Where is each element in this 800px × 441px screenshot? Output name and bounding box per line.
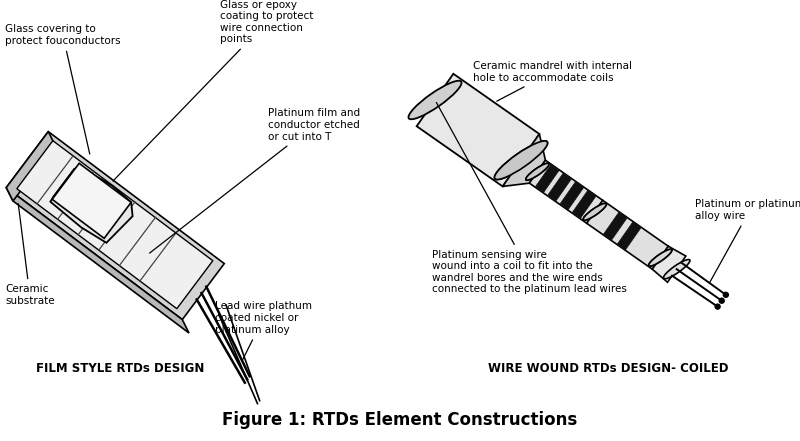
Text: Platinum sensing wire
wound into a coil to fit into the
wandrel bores and the wi: Platinum sensing wire wound into a coil …	[432, 102, 627, 295]
Text: Platinum or platinum
alloy wire: Platinum or platinum alloy wire	[695, 199, 800, 283]
Polygon shape	[54, 169, 75, 198]
Text: Platinum film and
conductor etched
or cut into T: Platinum film and conductor etched or cu…	[150, 108, 360, 253]
Polygon shape	[502, 134, 546, 187]
Text: Glass or epoxy
coating to protect
wire connection
points: Glass or epoxy coating to protect wire c…	[113, 0, 314, 181]
Polygon shape	[417, 74, 539, 187]
Text: Glass covering to
protect fouconductors: Glass covering to protect fouconductors	[5, 24, 121, 154]
Text: WIRE WOUND RTDs DESIGN- COILED: WIRE WOUND RTDs DESIGN- COILED	[488, 362, 728, 374]
Text: Figure 1: RTDs Element Constructions: Figure 1: RTDs Element Constructions	[222, 411, 578, 429]
Polygon shape	[6, 131, 224, 320]
Polygon shape	[6, 187, 189, 333]
Polygon shape	[530, 160, 602, 223]
Ellipse shape	[494, 141, 547, 179]
Ellipse shape	[583, 203, 606, 220]
Polygon shape	[547, 173, 572, 202]
Ellipse shape	[494, 141, 547, 179]
Polygon shape	[560, 181, 584, 210]
Text: Ceramic mandrel with internal
hole to accommodate coils: Ceramic mandrel with internal hole to ac…	[473, 61, 632, 101]
Polygon shape	[52, 163, 131, 238]
Polygon shape	[17, 141, 213, 309]
Polygon shape	[535, 164, 559, 193]
Text: Lead wire plathum
coated nickel or
platinum alloy: Lead wire plathum coated nickel or plati…	[215, 301, 312, 360]
Text: FILM STYLE RTDs DESIGN: FILM STYLE RTDs DESIGN	[36, 362, 204, 374]
Circle shape	[719, 298, 724, 303]
Polygon shape	[586, 200, 668, 269]
Ellipse shape	[663, 260, 690, 279]
Circle shape	[723, 292, 728, 297]
Polygon shape	[50, 168, 133, 243]
Ellipse shape	[409, 81, 462, 119]
Ellipse shape	[526, 163, 549, 180]
Polygon shape	[603, 212, 627, 240]
Text: Ceramic
substrate: Ceramic substrate	[5, 203, 54, 306]
Polygon shape	[617, 221, 642, 250]
Ellipse shape	[649, 249, 672, 266]
Circle shape	[715, 304, 720, 309]
Polygon shape	[652, 246, 686, 282]
Polygon shape	[572, 190, 596, 219]
Ellipse shape	[526, 163, 549, 180]
Ellipse shape	[649, 249, 672, 266]
Polygon shape	[6, 131, 55, 201]
Ellipse shape	[583, 203, 606, 220]
